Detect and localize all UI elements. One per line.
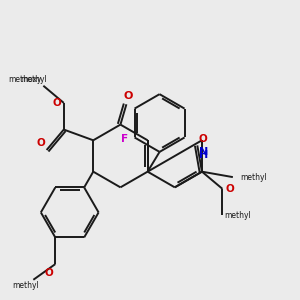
Text: O: O	[44, 268, 53, 278]
Text: F: F	[121, 134, 128, 144]
Text: O: O	[52, 98, 62, 108]
Text: methyl: methyl	[224, 211, 250, 220]
Text: O: O	[225, 184, 234, 194]
Text: methyl: methyl	[20, 75, 47, 84]
Text: O: O	[36, 139, 45, 148]
Text: methyl: methyl	[13, 281, 39, 290]
Text: H: H	[199, 150, 208, 161]
Text: methyl: methyl	[240, 172, 267, 182]
Text: O: O	[123, 91, 133, 101]
Text: O: O	[199, 134, 208, 144]
Text: methoxy: methoxy	[8, 75, 42, 84]
Text: N: N	[199, 147, 208, 157]
